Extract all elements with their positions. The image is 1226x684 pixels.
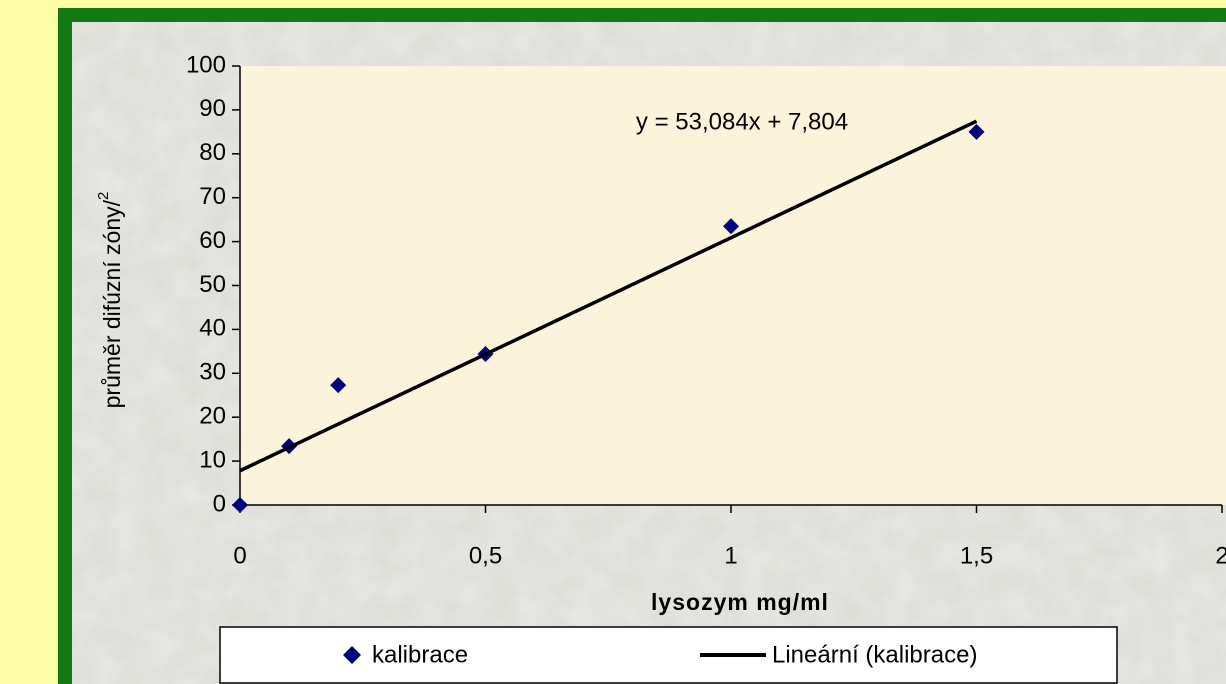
data-point xyxy=(723,218,739,235)
y-tick-label: 50 xyxy=(199,271,226,298)
x-tick-label: 0,5 xyxy=(469,542,502,569)
y-axis-label-sup: 2 xyxy=(95,192,112,200)
x-tick-label: 2 xyxy=(1215,542,1226,569)
x-tick-label: 1,5 xyxy=(960,542,993,569)
y-tick-label: 80 xyxy=(199,139,226,166)
x-axis-label: lysozym mg/ml xyxy=(651,589,829,615)
data-point xyxy=(232,497,248,513)
y-tick-label: 60 xyxy=(199,227,226,254)
y-tick-label: 100 xyxy=(186,51,226,78)
x-tick-label: 1 xyxy=(724,542,737,569)
y-tick-label: 70 xyxy=(199,183,226,210)
legend xyxy=(219,626,1118,684)
y-tick-label: 10 xyxy=(199,446,226,473)
y-axis-label: průměr difúzní zóny/2 xyxy=(95,192,125,409)
data-point xyxy=(968,123,985,140)
y-axis-label-text: průměr difúzní zóny/ xyxy=(99,199,125,408)
plot-area xyxy=(240,66,1226,505)
legend-label: Lineární (kalibrace) xyxy=(772,641,977,668)
y-tick-label: 40 xyxy=(199,315,226,342)
y-tick-label: 30 xyxy=(199,359,226,386)
legend-swatch xyxy=(343,646,361,664)
legend-label: kalibrace xyxy=(372,641,468,668)
x-tick-label: 0 xyxy=(233,542,246,569)
trend-equation: y = 53,084x + 7,804 xyxy=(636,108,848,135)
y-tick-label: 0 xyxy=(213,490,226,517)
trend-line xyxy=(239,119,978,473)
data-point xyxy=(330,377,347,394)
y-tick-label: 90 xyxy=(199,95,226,122)
y-tick-label: 20 xyxy=(199,403,226,430)
